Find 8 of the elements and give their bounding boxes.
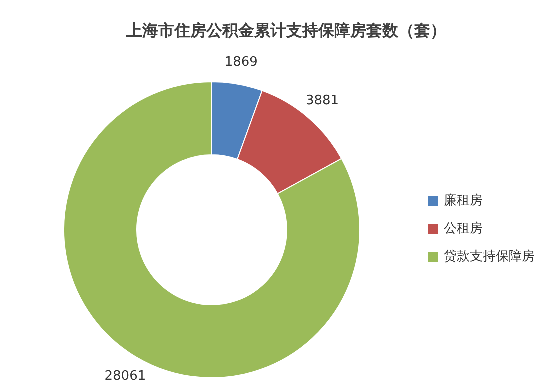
legend-label: 贷款支持保障房 (444, 248, 535, 265)
chart-title: 上海市住房公积金累计支持保障房套数（套） (126, 21, 446, 40)
data-label: 1869 (224, 55, 258, 70)
data-label: 3881 (306, 93, 340, 108)
data-label: 28061 (104, 368, 146, 384)
legend-label: 公租房 (444, 220, 483, 237)
legend-label: 廉租房 (444, 192, 483, 209)
donut-slice (64, 82, 360, 378)
